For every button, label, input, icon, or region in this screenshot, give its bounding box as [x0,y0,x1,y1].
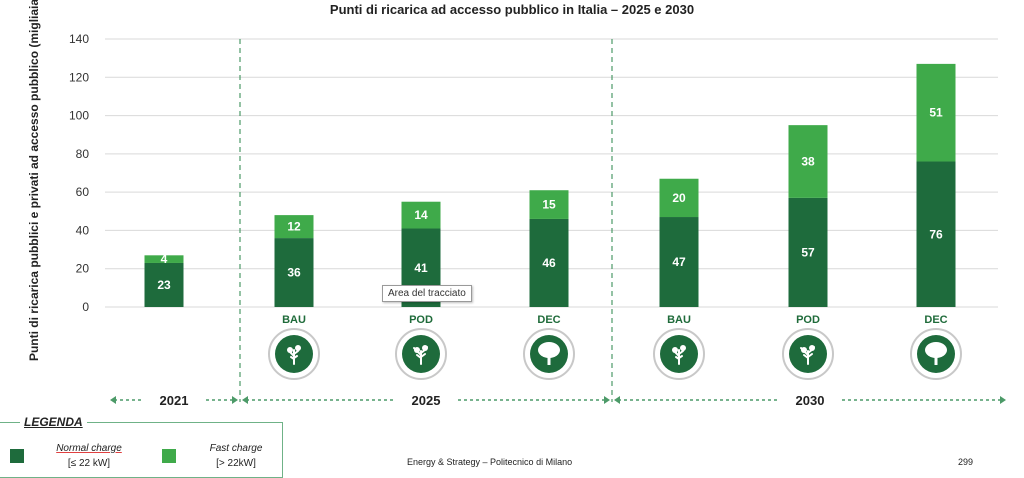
arrow-right-icon [232,396,238,404]
tree-small-icon-leaf [801,347,807,353]
bar-fast-charge [401,201,441,229]
year-label: 2025 [412,393,441,408]
y-axis-label: Punti di ricarica pubblici e privati ad … [27,0,41,361]
data-label-normal: 23 [157,278,171,292]
bar-fast-charge [659,178,699,218]
legend-swatch-normal [10,449,24,463]
y-tick-label: 100 [69,109,89,123]
arrow-right-icon [1000,396,1006,404]
data-label-fast: 51 [929,106,943,120]
page-number: 299 [958,457,974,467]
tree-small-icon-leaf [414,347,420,353]
legend-swatch-fast [162,449,176,463]
data-label-fast: 20 [672,191,686,205]
y-tick-label: 120 [69,70,89,84]
bar-normal-charge [659,217,699,307]
year-label: 2021 [160,393,189,408]
bar-fast-charge [274,215,314,239]
data-label-fast: 38 [801,155,815,169]
legend-label-normal: Normal charge [56,443,122,454]
bar-fast-charge [144,255,184,263]
arrow-right-icon [604,396,610,404]
bar-normal-charge [529,218,569,307]
data-label-normal: 36 [287,266,301,280]
x-tick-label: POD [796,314,820,326]
data-label-normal: 57 [801,245,815,259]
chart-title: Punti di ricarica ad accesso pubblico in… [330,2,694,17]
tree-large-icon-trunk [934,356,938,365]
tree-large-icon-crown [538,342,560,358]
legend-item-normal: Normal charge [≤ 22 kW] [44,441,134,471]
tree-sapling-icon-leaf [680,345,686,351]
data-label-fast: 12 [287,220,301,234]
y-tick-label: 80 [76,147,90,161]
y-tick-label: 140 [69,32,89,46]
tree-sapling-icon-leaf [672,347,678,353]
y-tick-label: 20 [76,262,90,276]
tree-sapling-icon-glyph [289,349,299,365]
tree-large-icon-crown [925,342,947,358]
legend-title: LEGENDA [20,415,87,429]
data-label-normal: 41 [414,261,428,275]
legend-label-fast: Fast charge [209,443,263,454]
x-tick-label: BAU [667,314,691,326]
bar-fast-charge [529,190,569,219]
tree-large-icon-trunk [547,356,551,365]
tree-small-icon-leaf [422,345,428,351]
bar-normal-charge [916,161,956,307]
tree-sapling-icon-leaf [295,345,301,351]
legend-item-fast: Fast charge [> 22kW] [196,441,276,471]
data-label-fast: 15 [542,198,556,212]
data-label-normal: 76 [929,227,943,241]
data-label-fast: 4 [161,252,168,266]
legend-range-fast: [> 22kW] [216,458,256,469]
arrow-left-icon [614,396,620,404]
bar-fast-charge [916,63,956,162]
tree-sapling-icon-glyph [674,349,684,365]
x-tick-label: POD [409,314,433,326]
data-label-fast: 14 [414,208,428,222]
arrow-left-icon [242,396,248,404]
data-label-normal: 46 [542,256,556,270]
x-tick-label: DEC [924,314,947,326]
data-label-normal: 47 [672,255,686,269]
x-tick-label: DEC [537,314,560,326]
tree-sapling-icon-leaf [287,347,293,353]
y-tick-label: 0 [82,300,89,314]
x-tick-label: BAU [282,314,306,326]
y-tick-label: 60 [76,185,90,199]
footer-source: Energy & Strategy – Politecnico di Milan… [407,457,573,467]
legend: LEGENDA Normal charge [≤ 22 kW] Fast cha… [0,415,283,478]
tree-small-icon-leaf [809,345,815,351]
bar-normal-charge [788,197,828,307]
bar-normal-charge [274,238,314,307]
chart-tooltip: Area del tracciato [382,285,472,302]
arrow-left-icon [110,396,116,404]
year-label: 2030 [796,393,825,408]
y-tick-label: 40 [76,223,90,237]
bar-normal-charge [144,262,184,307]
legend-range-normal: [≤ 22 kW] [67,458,111,469]
bar-fast-charge [788,125,828,198]
